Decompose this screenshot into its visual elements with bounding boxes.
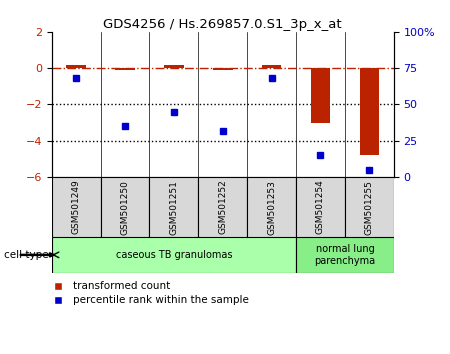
Bar [310, 68, 330, 122]
Bar [115, 68, 135, 70]
Bar [296, 177, 345, 237]
Bar [164, 64, 184, 68]
Text: cell type: cell type [4, 250, 49, 260]
Legend: transformed count, percentile rank within the sample: transformed count, percentile rank withi… [48, 281, 249, 306]
Bar [262, 64, 281, 68]
Text: GSM501252: GSM501252 [218, 180, 227, 234]
Text: GSM501249: GSM501249 [72, 180, 81, 234]
Title: GDS4256 / Hs.269857.0.S1_3p_x_at: GDS4256 / Hs.269857.0.S1_3p_x_at [104, 18, 342, 31]
Bar [296, 237, 394, 273]
Text: GSM501251: GSM501251 [169, 179, 178, 235]
Bar [247, 177, 296, 237]
Bar [345, 177, 394, 237]
Bar [360, 68, 379, 155]
Text: GSM501250: GSM501250 [121, 179, 130, 235]
Text: caseous TB granulomas: caseous TB granulomas [116, 250, 232, 260]
Bar [213, 68, 233, 70]
Text: GSM501255: GSM501255 [365, 179, 374, 235]
Text: GSM501254: GSM501254 [316, 180, 325, 234]
Text: GSM501253: GSM501253 [267, 179, 276, 235]
Bar [52, 237, 296, 273]
Text: normal lung
parenchyma: normal lung parenchyma [315, 244, 375, 266]
Bar [52, 177, 101, 237]
Bar [67, 64, 86, 68]
Bar [101, 177, 149, 237]
Bar [149, 177, 198, 237]
Bar [198, 177, 247, 237]
